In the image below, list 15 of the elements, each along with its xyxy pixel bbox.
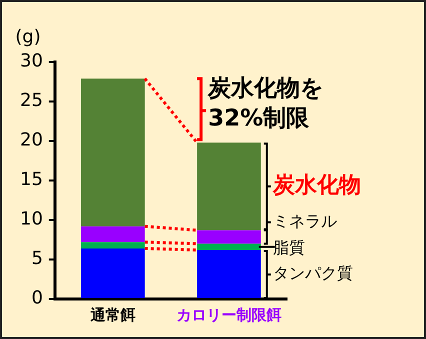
y-axis-title: (g)	[15, 26, 41, 48]
y-tick-label: 10	[20, 208, 43, 230]
y-tick-label: 15	[20, 169, 43, 190]
series-label: タンパク質	[272, 264, 353, 283]
series-label: 脂質	[272, 238, 305, 258]
series-label: ミネラル	[272, 211, 337, 230]
y-tick-label: 0	[31, 288, 43, 309]
series-label: 炭水化物	[272, 173, 361, 198]
y-tick-label: 25	[20, 90, 43, 112]
x-tick-label: 通常餌	[89, 306, 136, 324]
x-tick-label: カロリー制限餌	[176, 306, 282, 324]
y-tick-label: 5	[31, 248, 43, 270]
y-tick-label: 20	[20, 130, 43, 151]
y-tick-label: 30	[20, 50, 43, 72]
annotation: 炭水化物を 32%制限	[207, 76, 324, 132]
